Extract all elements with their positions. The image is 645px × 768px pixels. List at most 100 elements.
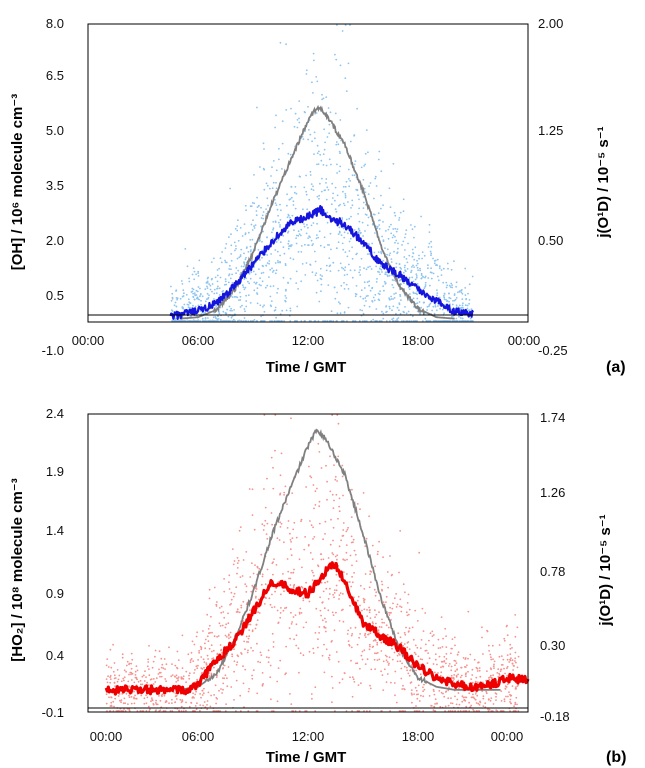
- scatter-point: [436, 289, 438, 291]
- scatter-point: [242, 320, 245, 322]
- scatter-point: [380, 251, 382, 253]
- scatter-point: [385, 230, 387, 232]
- scatter-point: [460, 674, 463, 677]
- scatter-point: [506, 624, 508, 627]
- scatter-point: [380, 268, 383, 271]
- scatter-point: [388, 611, 390, 614]
- scatter-point: [291, 537, 294, 539]
- scatter-point: [238, 319, 241, 322]
- scatter-point: [399, 605, 401, 608]
- scatter-point: [359, 584, 362, 587]
- scatter-point: [431, 635, 434, 637]
- scatter-point: [481, 636, 483, 639]
- scatter-point: [461, 695, 464, 698]
- scatter-point: [512, 710, 515, 712]
- scatter-point: [271, 271, 274, 273]
- scatter-point: [236, 557, 239, 559]
- scatter-point: [463, 699, 465, 702]
- scatter-point: [450, 282, 453, 285]
- scatter-point: [123, 669, 126, 672]
- scatter-point: [199, 310, 202, 312]
- scatter-point: [371, 621, 374, 624]
- scatter-point: [263, 320, 265, 322]
- scatter-point: [271, 606, 273, 609]
- scatter-point: [393, 682, 396, 684]
- scatter-point: [409, 293, 411, 295]
- scatter-point: [406, 642, 409, 644]
- scatter-point: [262, 305, 264, 308]
- scatter-point: [261, 523, 264, 526]
- scatter-point: [322, 558, 325, 561]
- scatter-point: [262, 217, 265, 220]
- scatter-point: [399, 660, 402, 663]
- scatter-point: [355, 285, 358, 287]
- scatter-point: [395, 701, 398, 704]
- scatter-point: [327, 284, 330, 286]
- scatter-point: [269, 285, 272, 288]
- scatter-point: [402, 583, 405, 586]
- scatter-point: [310, 224, 313, 227]
- scatter-point: [190, 658, 193, 660]
- scatter-point: [242, 265, 245, 268]
- scatter-point: [318, 150, 320, 153]
- scatter-point: [378, 228, 381, 230]
- scatter-point: [492, 674, 494, 677]
- scatter-point: [445, 690, 448, 693]
- scatter-point: [438, 267, 441, 270]
- scatter-point: [245, 591, 248, 593]
- scatter-point: [466, 307, 469, 310]
- panel-b-lines-layer: [104, 428, 530, 696]
- scatter-point: [220, 688, 222, 690]
- scatter-point: [389, 206, 392, 209]
- scatter-point: [415, 276, 418, 279]
- scatter-point: [110, 666, 113, 669]
- scatter-point: [440, 274, 443, 276]
- scatter-point: [322, 153, 325, 156]
- scatter-point: [131, 658, 134, 661]
- scatter-point: [324, 581, 326, 584]
- scatter-point: [377, 270, 379, 273]
- panel-a-xtick: 12:00: [292, 333, 325, 348]
- scatter-point: [193, 697, 195, 699]
- scatter-point: [414, 292, 417, 295]
- scatter-point: [345, 218, 348, 221]
- scatter-point: [424, 276, 426, 279]
- scatter-point: [227, 666, 230, 668]
- scatter-point: [295, 634, 298, 637]
- scatter-point: [276, 680, 279, 683]
- scatter-point: [410, 271, 412, 274]
- scatter-point: [225, 261, 228, 264]
- scatter-point: [347, 288, 350, 290]
- scatter-point: [328, 244, 330, 246]
- scatter-point: [207, 317, 209, 319]
- scatter-point: [224, 259, 226, 262]
- scatter-point: [179, 297, 182, 300]
- panel-a-ytick-left: 2.0: [46, 233, 64, 248]
- scatter-point: [207, 640, 210, 643]
- scatter-point: [434, 259, 437, 262]
- scatter-point: [382, 285, 384, 288]
- scatter-point: [377, 212, 380, 215]
- scatter-point: [357, 595, 360, 598]
- scatter-point: [211, 631, 213, 634]
- scatter-point: [214, 684, 217, 687]
- scatter-point: [249, 576, 252, 578]
- scatter-point: [233, 670, 236, 673]
- scatter-point: [269, 603, 272, 606]
- scatter-point: [171, 663, 173, 665]
- scatter-point: [457, 692, 460, 694]
- scatter-point: [148, 668, 150, 670]
- scatter-point: [147, 705, 150, 708]
- scatter-point: [174, 664, 177, 667]
- panel-b-ytick-left: -0.1: [42, 705, 64, 720]
- scatter-point: [505, 695, 507, 698]
- scatter-point: [210, 644, 213, 647]
- scatter-point: [391, 279, 394, 281]
- scatter-point: [447, 697, 450, 700]
- scatter-point: [298, 233, 301, 236]
- scatter-point: [193, 643, 196, 646]
- scatter-point: [299, 652, 302, 655]
- scatter-point: [357, 710, 359, 712]
- scatter-point: [393, 211, 396, 214]
- scatter-point: [472, 696, 475, 699]
